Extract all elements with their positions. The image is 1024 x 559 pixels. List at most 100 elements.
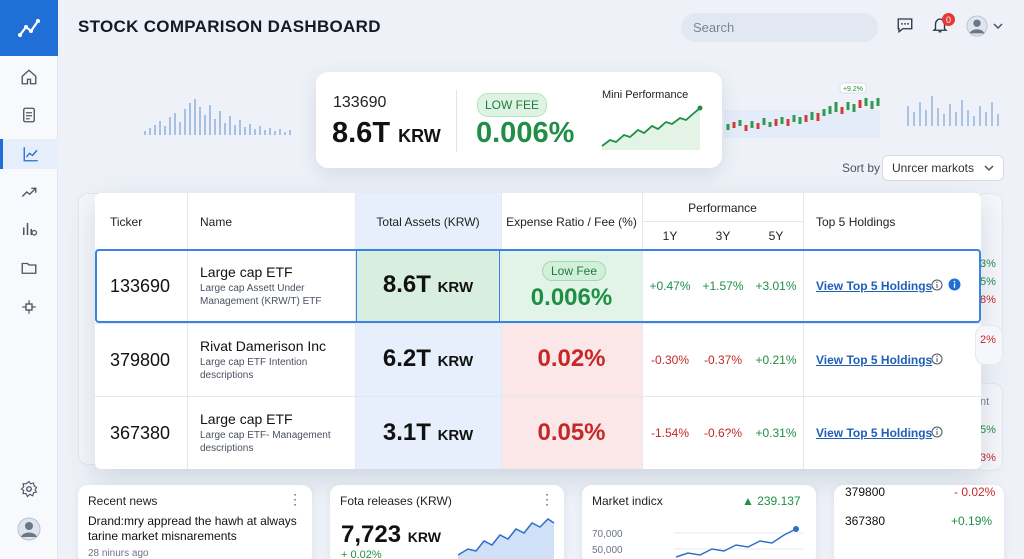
nav-profile[interactable] xyxy=(0,514,58,544)
header-3y[interactable]: 3Y xyxy=(715,229,731,243)
line-chart-icon xyxy=(23,147,38,162)
search-bar[interactable] xyxy=(681,13,878,42)
sort-select[interactable]: Unrcer markots xyxy=(882,155,1004,181)
row-fee: 0.05% xyxy=(537,419,606,446)
selected-row-outline xyxy=(95,249,981,323)
row-assets-unit: KRW xyxy=(437,279,474,296)
sort-label: Sort by xyxy=(842,161,881,175)
row-perf-3y: -0.6?% xyxy=(703,426,743,440)
header-1y[interactable]: 1Y xyxy=(662,229,678,243)
nav-network[interactable] xyxy=(0,292,58,322)
watchlist-change: +0.19% xyxy=(951,514,993,528)
nav-charts[interactable] xyxy=(0,139,58,169)
more-options-icon[interactable]: ⋮ xyxy=(288,491,302,507)
releases-change: + 0.02% xyxy=(341,549,382,559)
header-total-assets[interactable]: Total Assets (KRW) xyxy=(376,215,480,229)
side-fragment: nt xyxy=(980,396,990,408)
divider xyxy=(456,90,457,152)
column-divider xyxy=(803,193,804,469)
header-ticker[interactable]: Ticker xyxy=(110,215,143,229)
releases-unit: KRW xyxy=(407,529,441,545)
side-fragment: 8% xyxy=(980,294,996,306)
releases-number: 7,723 xyxy=(341,521,402,548)
row-perf-3y: -0.37% xyxy=(703,353,743,367)
news-headline[interactable]: Drand:mry appread the hawh at always tar… xyxy=(88,514,297,543)
market-index-card[interactable]: Market indicx ▲ 239.137 70,000 50,000 xyxy=(582,485,816,559)
info-filled-icon[interactable] xyxy=(948,278,961,291)
row-description: Large cap Assett Under Management (KRW/T… xyxy=(200,283,322,307)
watchlist-ticker[interactable]: 367380 xyxy=(845,514,886,528)
chevron-down-icon[interactable] xyxy=(993,22,1003,30)
background-card-right-low: 2% xyxy=(975,325,1003,365)
row-assets: 8.6T KRW xyxy=(355,271,501,299)
volume-sparkline-right xyxy=(907,96,999,126)
header-expense-ratio[interactable]: Expense Ratio / Fee (%) xyxy=(506,215,637,229)
axis-tick: 70,000 xyxy=(592,529,623,540)
info-icon[interactable] xyxy=(931,353,943,365)
nav-folder[interactable] xyxy=(0,253,58,283)
home-icon xyxy=(21,69,37,85)
row-divider xyxy=(95,323,981,324)
bar-analytics-icon xyxy=(23,223,38,236)
axis-tick: 50,000 xyxy=(592,545,623,556)
nav-trends[interactable] xyxy=(0,177,58,207)
user-avatar-icon xyxy=(17,517,41,541)
releases-value: 7,723 KRW xyxy=(341,521,441,549)
featured-assets: 8.6T KRW xyxy=(332,117,441,150)
watchlist-card[interactable]: 379800 - 0.02% 367380 +0.19% xyxy=(834,485,1004,559)
nav-settings[interactable] xyxy=(0,474,58,504)
card-title: Recent news xyxy=(88,494,158,508)
nav-documents[interactable] xyxy=(0,100,58,130)
watchlist-ticker[interactable]: 379800 xyxy=(845,485,886,499)
info-icon[interactable] xyxy=(931,279,943,291)
row-perf-5y: +0.21% xyxy=(755,353,797,367)
side-fragment: 3% xyxy=(980,258,996,270)
column-divider xyxy=(501,193,502,469)
row-assets-unit: KRW xyxy=(437,353,474,370)
row-perf-1y: -1.54% xyxy=(650,426,690,440)
search-input[interactable] xyxy=(693,20,869,35)
nav-analytics[interactable] xyxy=(0,214,58,244)
fee-cell-highlight-red xyxy=(502,324,642,396)
header-5y[interactable]: 5Y xyxy=(768,229,784,243)
sidebar xyxy=(0,0,58,559)
row-ticker: 133690 xyxy=(110,276,171,296)
row-fee: 0.02% xyxy=(537,345,606,372)
row-name: Large cap ETF xyxy=(200,264,293,280)
header-name[interactable]: Name xyxy=(200,215,233,229)
featured-etf-card[interactable]: 133690 8.6T KRW LOW FEE 0.006% Mini Perf… xyxy=(316,72,722,168)
header-performance: Performance xyxy=(688,201,757,215)
network-icon xyxy=(22,300,36,314)
row-fee: 0.006% xyxy=(530,284,613,311)
view-holdings-link[interactable]: View Top 5 Holdings xyxy=(816,426,933,440)
folder-icon xyxy=(21,262,37,274)
card-title: Market indicx xyxy=(592,494,663,508)
header-top-holdings: Top 5 Holdings xyxy=(816,215,896,229)
row-assets-value: 8.6T xyxy=(382,271,431,298)
view-holdings-link[interactable]: View Top 5 Holdings xyxy=(816,353,933,367)
recent-news-card[interactable]: Recent news ⋮ Drand:mry appread the hawh… xyxy=(78,485,312,559)
nav-home[interactable] xyxy=(0,62,58,92)
row-name: Large cap ETF xyxy=(200,411,293,427)
row-name: Rivat Damerison Inc xyxy=(200,338,327,354)
low-fee-badge: Low Fee xyxy=(542,261,607,281)
more-options-icon[interactable]: ⋮ xyxy=(540,491,554,507)
info-icon[interactable] xyxy=(931,426,943,438)
row-perf-1y: -0.30% xyxy=(650,353,690,367)
perf-header-divider xyxy=(642,221,803,222)
mini-performance-chart xyxy=(601,105,703,150)
chat-icon[interactable] xyxy=(896,16,914,34)
index-change: ▲ 239.137 xyxy=(742,494,801,508)
app-logo[interactable] xyxy=(0,0,58,56)
low-fee-badge: LOW FEE xyxy=(477,93,548,117)
card-title: Fota releases (KRW) xyxy=(340,494,452,508)
featured-assets-value: 8.6T xyxy=(332,117,391,149)
view-holdings-link[interactable]: View Top 5 Holdings xyxy=(816,279,933,293)
row-assets-value: 3.1T xyxy=(382,419,431,446)
notification-badge: 0 xyxy=(942,13,955,26)
volume-sparkline-left xyxy=(144,99,291,135)
column-divider xyxy=(355,193,356,469)
releases-card[interactable]: Fota releases (KRW) ⋮ 7,723 KRW + 0.02% xyxy=(330,485,564,559)
user-avatar-icon[interactable] xyxy=(966,15,988,37)
row-assets-value: 6.2T xyxy=(382,345,431,372)
